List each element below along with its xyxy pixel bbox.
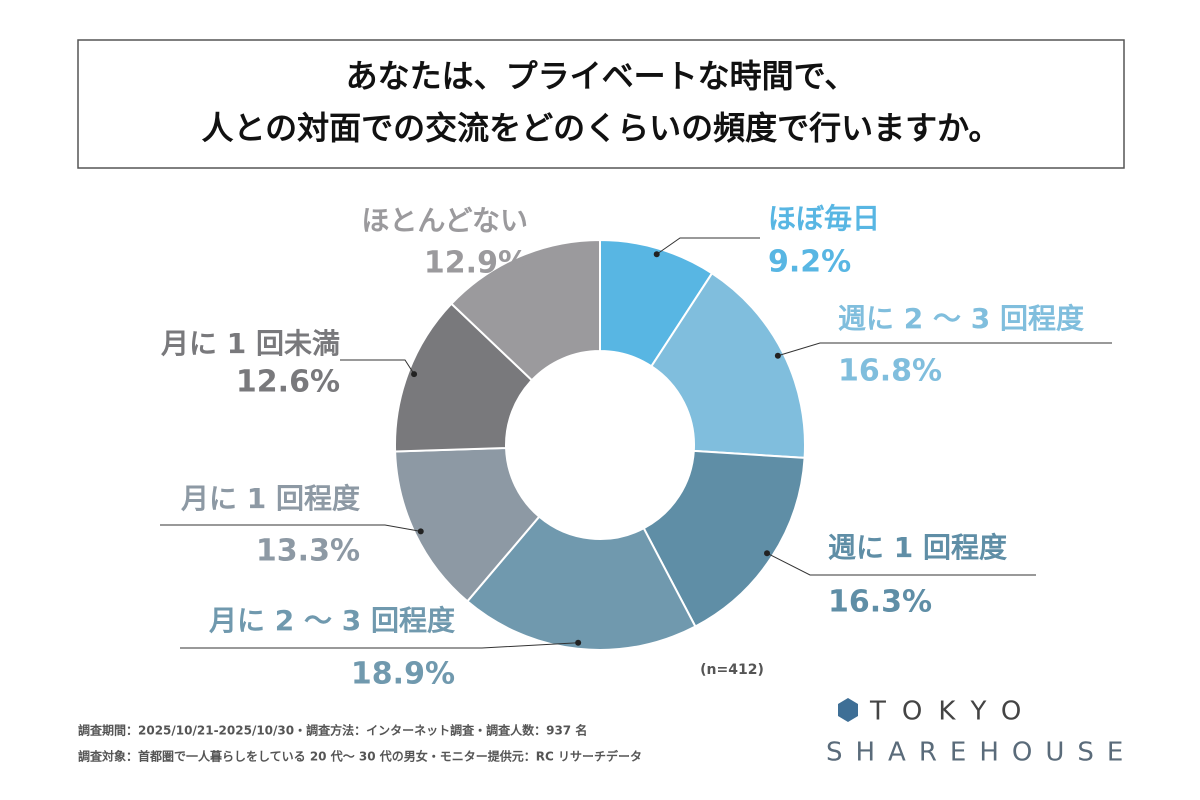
footnote: 調査対象：首都圏で一人暮らしをしている 20 代～ 30 代の男女・モニター提供… xyxy=(78,749,642,764)
leader-dot xyxy=(774,352,781,359)
footnote: 調査期間：2025/10/21-2025/10/30・調査方法：インターネット調… xyxy=(78,723,587,738)
leader-line xyxy=(180,642,579,649)
chart-title: 人との対面での交流をどのくらいの頻度で行いますか。 xyxy=(201,109,1000,147)
category-label: 月に 1 回程度 xyxy=(180,482,360,515)
leader-dot xyxy=(764,550,771,557)
logo-icon xyxy=(838,698,858,722)
category-label: 月に 1 回未満 xyxy=(160,327,340,360)
value-label: 12.9% xyxy=(424,246,528,281)
leader-line xyxy=(340,359,415,375)
sample-note: (n=412) xyxy=(700,662,764,678)
value-label: 9.2% xyxy=(768,245,851,280)
leader-line xyxy=(656,237,760,255)
leader-line xyxy=(160,524,421,532)
value-label: 18.9% xyxy=(351,657,455,692)
logo: TOKYO SHAREHOUSE xyxy=(826,697,1136,768)
leader-dot xyxy=(653,251,660,258)
leader-line xyxy=(777,342,1112,357)
donut-slice xyxy=(642,449,806,628)
category-label: 月に 2 ～ 3 回程度 xyxy=(208,604,455,637)
category-label: 週に 2 ～ 3 回程度 xyxy=(838,302,1084,335)
leader-line xyxy=(766,552,1036,576)
value-label: 12.6% xyxy=(236,365,340,400)
donut-slice xyxy=(450,238,601,382)
title-box xyxy=(77,39,1125,169)
leader-dot xyxy=(411,371,418,378)
category-label: ほとんどない xyxy=(361,204,528,237)
category-label: 週に 1 回程度 xyxy=(828,531,1007,564)
donut-slice xyxy=(465,515,697,651)
donut-slice xyxy=(394,446,541,603)
leader-dot xyxy=(417,528,424,535)
logo-text: TOKYO xyxy=(869,697,1037,727)
logo-text: SHAREHOUSE xyxy=(826,738,1136,768)
value-label: 16.3% xyxy=(828,585,932,620)
value-label: 16.8% xyxy=(838,354,942,389)
chart-title: あなたは、プライベートな時間で、 xyxy=(346,57,857,95)
leader-dot xyxy=(575,639,582,646)
category-label: ほぼ毎日 xyxy=(768,202,880,235)
value-label: 13.3% xyxy=(256,534,360,569)
donut-slice xyxy=(649,271,806,459)
